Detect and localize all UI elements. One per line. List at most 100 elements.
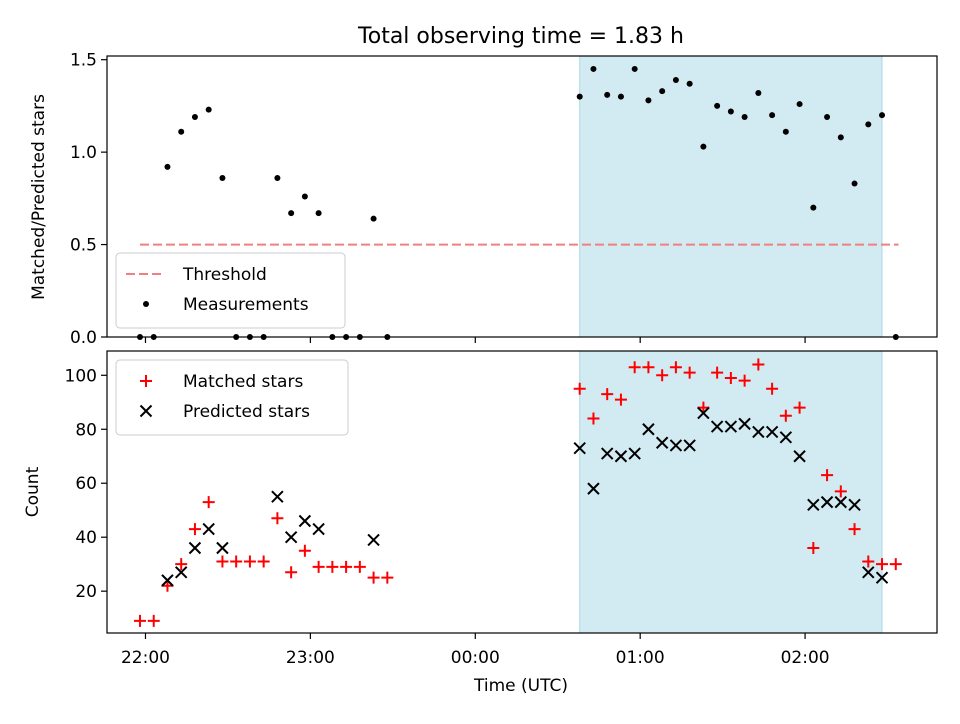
data-point (655, 436, 669, 449)
data-point (724, 371, 737, 384)
data-point (174, 566, 188, 579)
data-point (669, 361, 682, 374)
data-point (590, 65, 597, 72)
data-point (710, 420, 724, 433)
data-point (810, 204, 817, 211)
data-point (284, 530, 298, 544)
data-point (765, 425, 779, 439)
series-matched-stars (133, 358, 902, 627)
y-tick-label: 40 (75, 528, 97, 548)
data-point (604, 91, 611, 98)
data-point (164, 163, 171, 170)
y-tick-label: 0.0 (70, 328, 97, 348)
data-point (285, 566, 298, 579)
data-point (587, 482, 600, 495)
data-point (793, 401, 806, 414)
data-point (752, 425, 765, 439)
data-point (367, 533, 380, 547)
data-point (876, 558, 889, 571)
legend-swatch (139, 404, 153, 418)
data-point (796, 101, 803, 108)
data-point (202, 496, 215, 509)
data-point (862, 555, 875, 568)
data-point (216, 541, 229, 555)
figure-title: Total observing time = 1.83 h (357, 24, 684, 49)
data-point (219, 175, 226, 182)
y-tick-label: 1.0 (70, 143, 97, 163)
data-point (573, 382, 586, 395)
data-point (779, 409, 792, 422)
data-point (205, 106, 212, 113)
data-point (288, 210, 295, 217)
data-point (191, 114, 198, 121)
data-point (301, 193, 308, 200)
data-point (686, 80, 693, 87)
data-point (271, 490, 284, 503)
data-point (628, 361, 641, 374)
data-point (683, 366, 696, 379)
legend-swatch (140, 375, 152, 387)
data-point (257, 555, 270, 568)
data-point (727, 108, 734, 115)
data-point (614, 393, 627, 406)
data-point (820, 495, 834, 509)
observing-window-shade (579, 55, 883, 338)
data-point (889, 558, 902, 571)
data-point (824, 114, 831, 121)
data-point (642, 423, 655, 436)
x-tick-label: 22:00 (121, 648, 170, 668)
legend-label: Measurements (183, 295, 309, 315)
data-point (600, 447, 614, 460)
count-panel: 20 40 60 80 100 22:00 23:00 00:00 01:00 02:00 Matc… (65, 350, 938, 668)
data-point (188, 523, 201, 536)
data-point (573, 441, 586, 455)
data-point (834, 495, 848, 509)
data-point (315, 210, 322, 217)
data-point (793, 450, 806, 463)
y-tick-label: 1.5 (70, 51, 97, 71)
data-point (738, 374, 751, 387)
data-point (656, 369, 669, 382)
data-point (738, 417, 751, 431)
data-point (755, 89, 762, 96)
legend-label: Matched stars (183, 372, 303, 392)
data-point (752, 358, 765, 371)
data-point (175, 558, 188, 571)
data-point (865, 121, 872, 128)
data-point (178, 128, 185, 135)
data-point (298, 514, 312, 528)
data-point (879, 112, 886, 119)
plot-frame (106, 350, 938, 634)
legend-box (115, 252, 346, 329)
data-point (848, 498, 861, 512)
data-point (631, 65, 638, 72)
data-point (779, 431, 793, 444)
data-point (202, 522, 215, 536)
plot-frame (106, 55, 938, 338)
data-point (188, 541, 202, 555)
x-tick-label: 00:00 (451, 648, 500, 668)
data-point (216, 555, 229, 568)
data-point (807, 541, 820, 554)
data-point (645, 97, 652, 104)
bottom-y-axis-label: Count (23, 466, 43, 517)
data-point (642, 361, 655, 374)
y-tick-label: 60 (75, 474, 97, 494)
legend: Threshold Measurements (115, 252, 346, 329)
data-point (243, 555, 256, 568)
data-point (370, 215, 377, 222)
data-point (340, 560, 353, 573)
x-tick-label: 01:00 (616, 648, 665, 668)
data-point (353, 560, 366, 573)
data-point (659, 88, 666, 95)
data-point (617, 93, 624, 100)
data-point (161, 574, 174, 587)
x-axis-label: Time (UTC) (473, 676, 568, 696)
data-point (724, 420, 738, 433)
data-point (834, 485, 847, 498)
data-point (614, 450, 628, 463)
data-point (312, 522, 325, 536)
data-point (587, 412, 600, 425)
data-point (862, 566, 875, 579)
